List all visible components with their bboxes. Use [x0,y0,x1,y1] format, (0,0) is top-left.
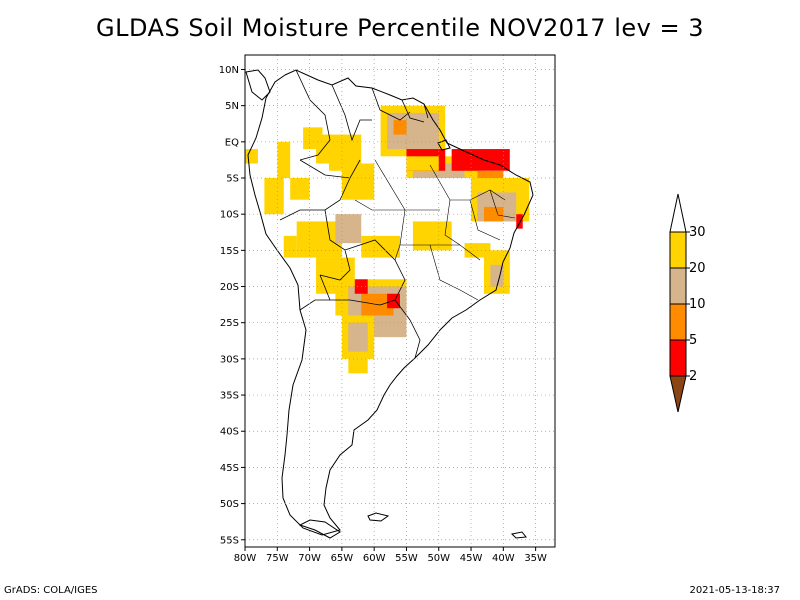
tierra-del-fuego [298,519,341,539]
x-tick-label: 35W [524,553,547,564]
x-tick-label: 50W [427,553,450,564]
x-tick-label: 75W [266,553,289,564]
x-tick-label: 70W [298,553,321,564]
shaded-region-20_30-34 [264,178,284,215]
y-tick-label: 15S [220,246,239,257]
shaded-region-20_30-35 [283,235,297,258]
country-borders [279,69,429,359]
shaded-region-20_30-0 [277,141,291,178]
legend-swatch-20-30 [669,231,687,269]
y-tick-label: 5S [226,174,239,185]
x-tick-label: 40W [492,553,515,564]
shaded-region-20_30-20 [412,221,452,251]
y-tick-label: 55S [220,535,239,546]
x-tick-label: 45W [460,553,483,564]
south-america-coastline [247,69,534,536]
shaded-region-20_30-36 [406,156,439,171]
coastline-outline [245,69,534,539]
shaded-region-20_30-19 [361,235,400,258]
legend-label: 30 [689,225,706,240]
legend-swatch-5-10 [669,303,687,341]
y-tick-label: 20S [220,282,239,293]
y-tick-label: 5N [225,101,239,112]
legend-label: 2 [689,369,697,384]
legend-swatch-above-30 [669,193,687,233]
y-tick-label: 50S [220,499,239,510]
longitude-ticks: 80W 75W 70W 65W 60W 55W 50W 45W 40W 35W [234,547,547,564]
y-tick-label: 40S [220,427,239,438]
y-tick-label: 30S [220,354,239,365]
y-tick-label: 45S [220,463,239,474]
legend-swatch-10-20 [669,267,687,305]
y-tick-label: 10N [219,65,239,76]
shaded-region-20_30-37 [328,141,355,171]
legend-label: 5 [689,333,697,348]
falkland-islands [367,512,390,522]
shaded-region-10_20-31 [348,322,368,352]
legend-swatch-2-5 [669,339,687,377]
y-tick-label: 25S [220,318,239,329]
central-america-coastline [245,69,271,101]
shaded-region-20_30-1 [290,178,310,200]
map-title: GLDAS Soil Moisture Percentile NOV2017 l… [96,14,704,42]
x-tick-label: 65W [331,553,354,564]
latitude-ticks: 10N 5N EQ 5S 10S 15S 20S 25S 30S 35S 40S 45S 50S 55S [219,65,245,546]
shaded-region-2_5-16 [516,214,523,229]
footer-timestamp: 2021-05-13-18:37 [689,585,780,596]
legend-label: 10 [689,297,706,312]
color-legend: 30 20 10 5 2 [669,193,706,413]
footer-credit: GrADS: COLA/IGES [4,585,98,596]
y-tick-label: 35S [220,391,239,402]
state-borders [354,159,516,301]
legend-label: 20 [689,261,706,276]
south-georgia [510,531,527,539]
soil-moisture-shading [245,105,530,374]
x-tick-label: 60W [363,553,386,564]
x-tick-label: 80W [234,553,257,564]
shaded-region-2_5-11 [451,149,510,171]
shaded-region-2_5-29 [387,293,400,309]
x-tick-label: 55W [395,553,418,564]
shaded-region-10_20-18 [335,214,362,244]
shaded-region-20_30-17 [296,221,342,258]
legend-swatch-below-2 [669,375,687,413]
marajo-island [437,139,451,151]
y-tick-label: 10S [220,210,239,221]
y-tick-label: EQ [225,137,239,148]
shaded-region-20_30-32 [348,358,368,374]
shaded-region-10_20-23 [490,264,504,287]
shaded-region-5_10-7 [393,120,407,135]
map-frame [244,54,556,548]
shaded-region-20_30-33 [245,149,258,164]
